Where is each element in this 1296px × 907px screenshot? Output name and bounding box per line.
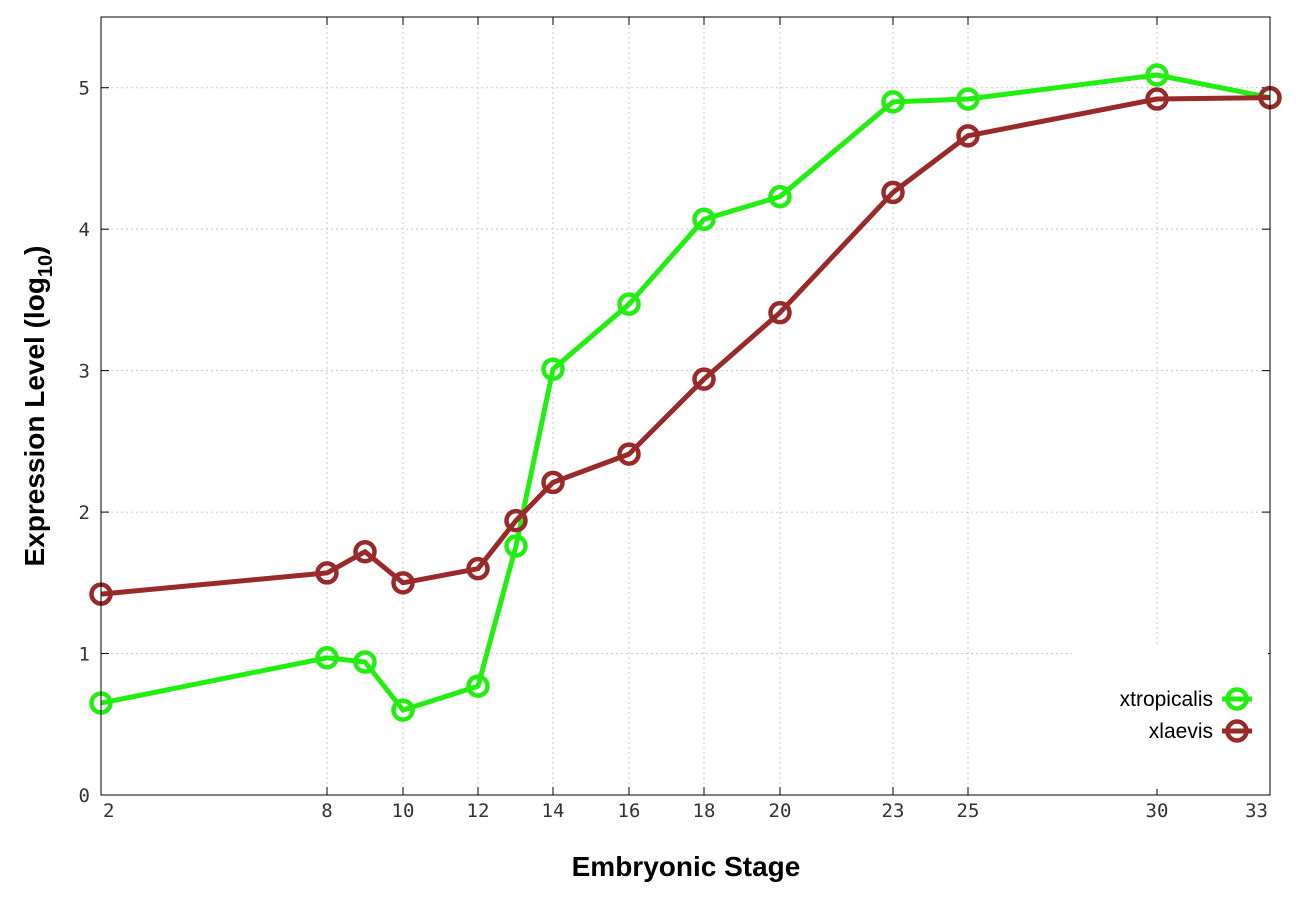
x-tick-label: 18: [693, 800, 716, 822]
legend: xtropicalis xlaevis: [1120, 687, 1252, 743]
legend-marker-xtropicalis: [1225, 687, 1249, 711]
x-tick-label: 12: [467, 800, 490, 822]
x-tick-label: 23: [882, 800, 905, 822]
y-tick-label: 4: [79, 219, 90, 241]
data-point-xtropicalis: [315, 646, 339, 670]
x-tick-label: 14: [542, 800, 565, 822]
data-point-xlaevis: [881, 180, 905, 205]
x-tick-label: 2: [103, 800, 114, 822]
data-point-xlaevis: [466, 556, 490, 581]
data-point-xtropicalis: [353, 650, 377, 674]
series-layer: [89, 63, 1282, 722]
data-point-xlaevis: [692, 367, 716, 391]
x-tick-label: 16: [618, 800, 641, 822]
data-point-xlaevis: [1145, 87, 1169, 111]
legend-marker-xlaevis: [1225, 719, 1249, 743]
x-tick-label: 30: [1146, 800, 1169, 822]
data-point-xlaevis: [315, 561, 339, 585]
plot-frame: [100, 16, 1271, 796]
data-point-xtropicalis: [692, 207, 716, 232]
data-point-xtropicalis: [956, 87, 980, 111]
data-point-xtropicalis: [617, 292, 641, 316]
y-tick-label: 1: [79, 644, 90, 666]
x-tick-label: 8: [321, 800, 332, 822]
y-tick-label: 3: [79, 361, 90, 383]
data-point-xlaevis: [353, 539, 377, 564]
x-axis-title: Embryonic Stage: [572, 851, 801, 882]
data-point-xlaevis: [768, 300, 792, 325]
y-tick-label: 5: [79, 78, 90, 100]
data-point-xtropicalis: [466, 674, 490, 698]
legend-label-xlaevis: xlaevis: [1149, 720, 1213, 743]
data-point-xtropicalis: [391, 698, 415, 722]
y-tick-label: 2: [79, 502, 90, 524]
x-tick-label: 10: [392, 800, 415, 822]
x-tick-label: 20: [769, 800, 792, 822]
data-point-xtropicalis: [768, 184, 792, 209]
data-point-xlaevis: [504, 508, 528, 533]
data-point-xtropicalis: [504, 534, 528, 558]
data-point-xlaevis: [541, 470, 565, 495]
y-tick-label: 0: [79, 785, 90, 807]
data-point-xlaevis: [956, 124, 980, 148]
y-axis-title: Expression Level (log10): [19, 246, 57, 567]
x-tick-label: 25: [957, 800, 980, 822]
y-axis-title-close: ): [19, 246, 50, 255]
legend-background: [1072, 644, 1268, 789]
y-axis-title-subscript: 10: [35, 255, 57, 277]
data-point-xtropicalis: [881, 90, 905, 114]
data-point-xtropicalis: [1145, 63, 1169, 87]
data-point-xlaevis: [391, 571, 415, 595]
y-axis-title-main: Expression Level (log: [19, 277, 50, 566]
x-tick-label: 33: [1245, 800, 1268, 822]
data-point-xtropicalis: [541, 357, 565, 381]
legend-label-xtropicalis: xtropicalis: [1120, 688, 1213, 711]
data-point-xlaevis: [617, 442, 641, 466]
